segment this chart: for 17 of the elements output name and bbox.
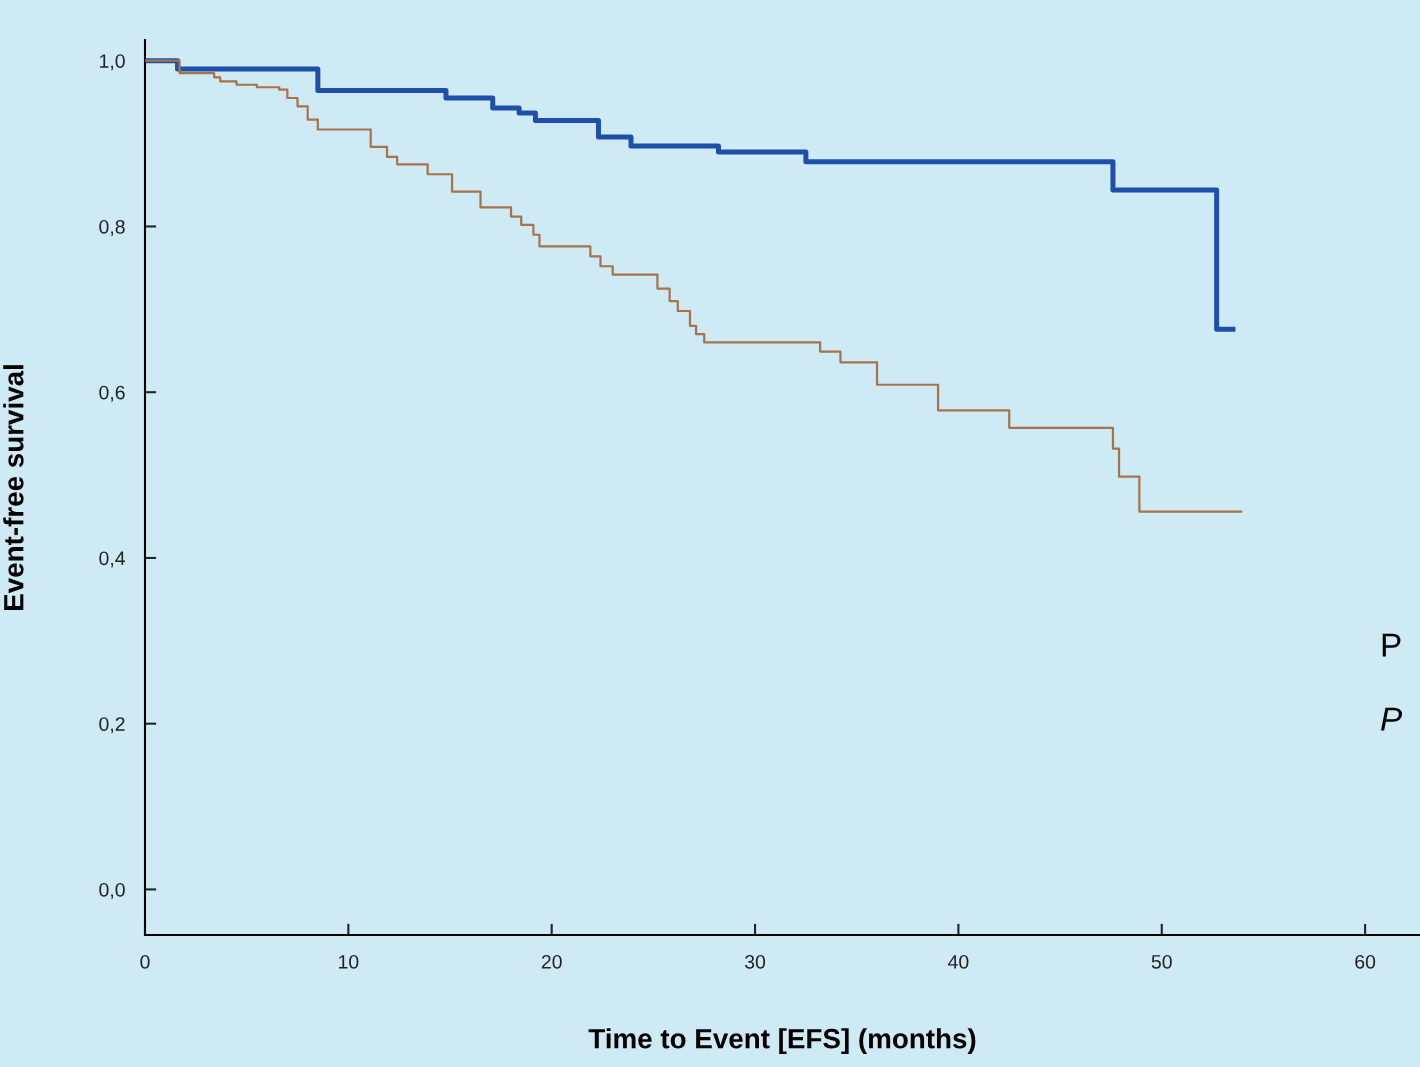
x-tick-label: 40 — [948, 954, 969, 969]
x-tick-label: 30 — [744, 954, 766, 969]
x-tick-label: 0 — [140, 954, 150, 969]
x-tick-label: 60 — [1355, 954, 1376, 969]
y-tick-label: 1,0 — [100, 54, 125, 71]
y-axis-title: Event-free survival — [3, 365, 24, 610]
x-tick-label: 50 — [1151, 954, 1172, 969]
x-tick-label: 10 — [339, 954, 359, 969]
y-tick-label: 0,4 — [99, 551, 125, 568]
y-tick-label: 0,6 — [99, 385, 125, 402]
annotation: P — [1382, 633, 1401, 657]
annotation: P — [1381, 707, 1403, 731]
y-tick-label: 0,2 — [99, 717, 125, 734]
y-tick-label: 0,8 — [99, 219, 125, 236]
x-tick-label: 20 — [541, 954, 562, 969]
x-axis-title: Time to Event [EFS] (months) — [588, 1028, 976, 1055]
y-tick-label: 0,0 — [99, 882, 125, 899]
